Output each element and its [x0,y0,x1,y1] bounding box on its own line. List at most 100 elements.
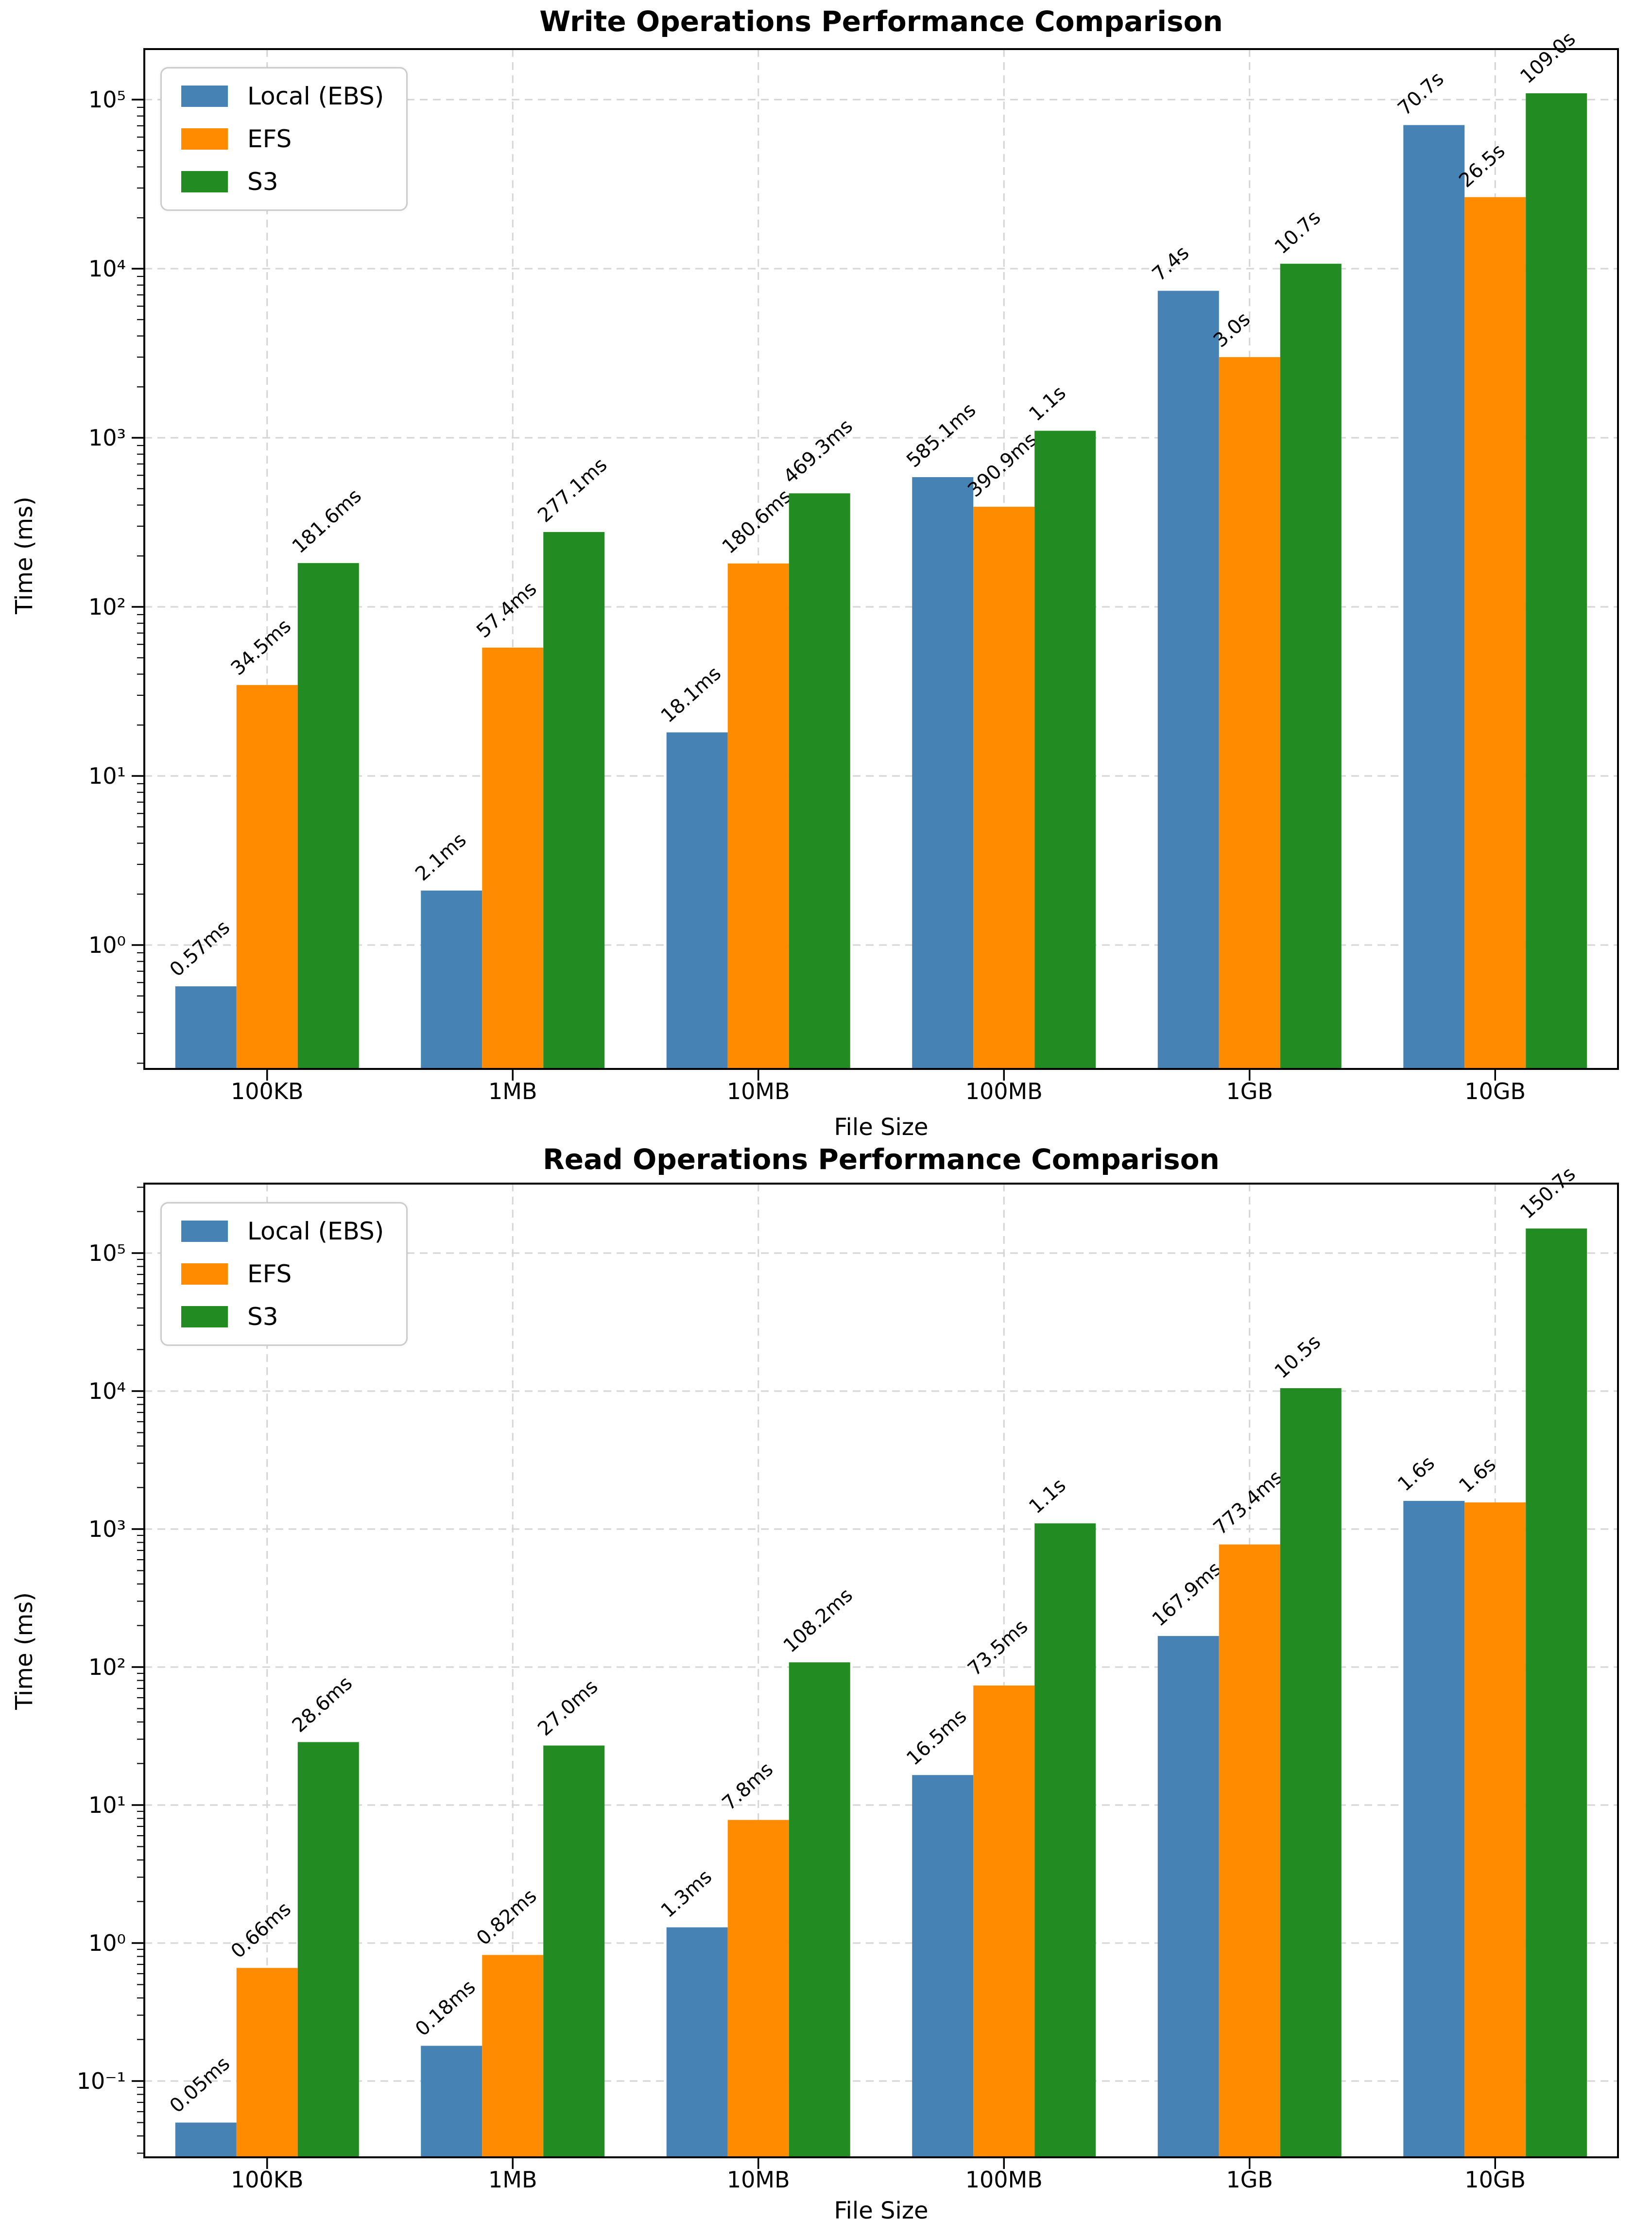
legend-item-efs: EFS [181,1260,384,1288]
legend-item-s3: S3 [181,168,384,196]
read-axes-box [143,1183,1619,2158]
bar-efs-100MB [973,1685,1035,2157]
bar-efs-1GB [1219,357,1280,1069]
bar-s3-10MB [789,493,850,1069]
bar-s3-100MB [1034,430,1096,1069]
bar-value-label: 34.5ms [227,615,295,680]
y-tick-label-1e0: 10⁰ [88,932,126,958]
s3-swatch [181,1306,228,1327]
bar-local-ebs--100KB [175,2122,237,2157]
bar-value-label: 773.4ms [1209,1466,1287,1539]
bar-value-label: 0.66ms [227,1898,295,1963]
write-x-axis-label: File Size [834,1114,929,1141]
bar-s3-100MB [1034,1523,1096,2157]
legend-label-local: Local (EBS) [247,82,384,110]
x-tick-label-100MB: 100MB [965,2167,1043,2193]
legend-item-local: Local (EBS) [181,1217,384,1245]
bar-value-label: 1.6s [1394,1452,1439,1496]
bar-value-label: 73.5ms [964,1616,1032,1681]
y-tick-label-1e1: 10¹ [88,1792,126,1818]
bar-value-label: 0.82ms [472,1885,541,1950]
write-plot: 0.57ms 2.1ms 18.1ms 585.1ms 7.4s 70.7s 34.5ms 5… [88,28,1619,1104]
bar-value-label: 16.5ms [902,1705,971,1770]
write-y-axis-label: Time (ms) [11,497,38,614]
y-tick-label-1e1: 10¹ [88,763,126,789]
y-tick-label-1e-1: 10⁻¹ [77,2068,126,2094]
bar-s3-1GB [1280,263,1342,1069]
bar-s3-1MB [543,1745,605,2157]
y-tick-label-1e4: 10⁴ [88,1378,126,1404]
bar-value-label: 108.2ms [779,1584,857,1657]
y-tick-label-1e2: 10² [88,1654,126,1680]
local-ebs-swatch [181,86,228,107]
x-tick-label-10MB: 10MB [727,2167,790,2193]
bar-local-ebs--1MB [421,2046,482,2157]
legend-label-s3: S3 [247,1303,278,1331]
bar-local-ebs--10GB [1403,1501,1465,2157]
bar-efs-10MB [727,563,789,1069]
x-tick-label-1GB: 1GB [1226,1078,1273,1104]
x-tick-label-100KB: 100KB [231,2167,304,2193]
bar-value-label: 18.1ms [657,662,725,727]
bar-local-ebs--10GB [1403,125,1465,1069]
x-tick-label-10GB: 10GB [1464,2167,1526,2193]
x-tick-label-1MB: 1MB [488,2167,537,2193]
bar-local-ebs--1GB [1157,291,1219,1069]
write-chart-title: Write Operations Performance Comparison [539,5,1223,38]
bar-s3-10GB [1526,93,1587,1069]
bar-s3-100KB [297,563,359,1069]
y-tick-label-1e0: 10⁰ [88,1930,126,1956]
bar-efs-10GB [1464,1502,1526,2157]
legend-label-local: Local (EBS) [247,1217,384,1245]
write-legend: Local (EBS) EFS S3 [160,67,408,211]
y-tick-label-1e5: 10⁵ [88,1240,126,1266]
bar-value-label: 1.3ms [657,1865,717,1922]
bar-value-label: 57.4ms [472,578,541,643]
bar-value-label: 1.6s [1455,1453,1500,1497]
x-tick-label-100MB: 100MB [965,1078,1043,1104]
bar-local-ebs--10MB [666,1927,728,2157]
legend-label-efs: EFS [247,1260,292,1288]
bar-value-label: 7.4s [1148,241,1194,286]
x-tick-label-10GB: 10GB [1464,1078,1526,1104]
bar-local-ebs--100MB [912,1775,974,2157]
bar-value-label: 469.3ms [779,415,857,488]
local-ebs-swatch [181,1221,228,1242]
s3-swatch [181,171,228,192]
bar-efs-10MB [727,1820,789,2157]
legend-item-local: Local (EBS) [181,82,384,110]
bar-value-label: 27.0ms [533,1675,602,1740]
legend-item-s3: S3 [181,1303,384,1331]
bar-value-label: 585.1ms [902,399,980,472]
x-tick-label-10MB: 10MB [727,1078,790,1104]
x-tick-label-1GB: 1GB [1226,2167,1273,2193]
bar-s3-10GB [1526,1228,1587,2157]
bar-efs-10GB [1464,197,1526,1069]
bar-value-label: 7.8ms [718,1758,778,1815]
bar-value-label: 0.57ms [166,916,234,981]
bar-s3-1MB [543,532,605,1069]
bar-value-label: 0.18ms [411,1976,480,2041]
x-tick-label-1MB: 1MB [488,1078,537,1104]
read-x-axis-label: File Size [834,2197,929,2224]
bar-value-label: 167.9ms [1148,1558,1226,1631]
read-y-axis-label: Time (ms) [11,1592,38,1710]
bar-value-label: 0.05ms [166,2052,234,2117]
bar-local-ebs--100KB [175,986,237,1069]
bar-local-ebs--10MB [666,732,728,1069]
legend-label-s3: S3 [247,168,278,196]
bar-efs-100MB [973,506,1035,1069]
bar-value-label: 70.7s [1394,68,1448,120]
bar-efs-1MB [482,1955,544,2157]
bar-value-label: 1.1s [1025,381,1070,426]
bar-value-label: 181.6ms [288,484,366,558]
bar-efs-100KB [236,1968,298,2157]
y-tick-label-1e4: 10⁴ [88,256,126,282]
bar-value-label: 10.7s [1271,206,1325,258]
read-legend: Local (EBS) EFS S3 [160,1202,408,1346]
bar-efs-1MB [482,647,544,1069]
y-tick-label-1e5: 10⁵ [88,86,126,113]
bar-s3-10MB [789,1662,850,2157]
y-tick-label-1e2: 10² [88,594,126,620]
